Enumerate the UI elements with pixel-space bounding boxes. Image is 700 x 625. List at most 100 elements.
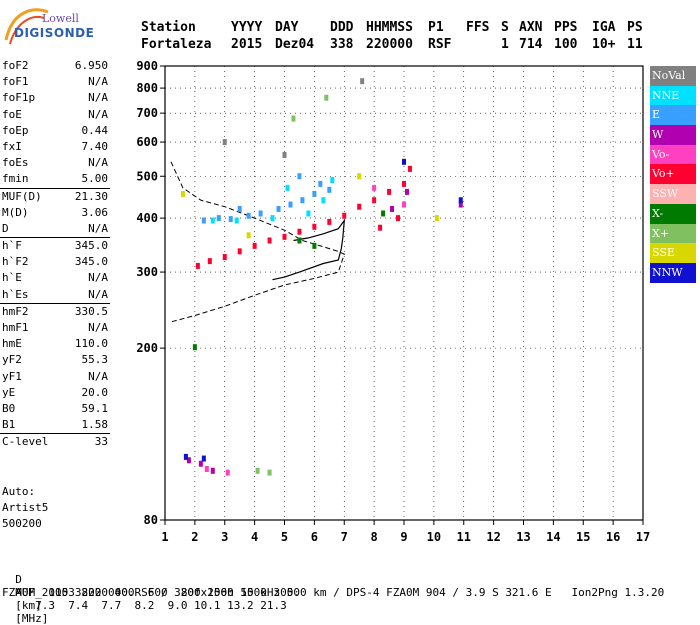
parameter-row: C-level 33 (0, 434, 112, 450)
y-tick-label: 200 (136, 341, 158, 355)
data-point (378, 224, 383, 231)
parameter-value: N/A (88, 91, 108, 105)
parameter-name: hmE (2, 337, 22, 351)
x-tick-label: 8 (371, 530, 378, 544)
autoscaling-version: 500200 (2, 517, 42, 530)
data-point (396, 215, 401, 222)
parameter-name: foF1 (2, 75, 29, 89)
data-point (282, 151, 287, 158)
data-point (297, 173, 302, 180)
header-label: HHMMSS (366, 20, 413, 35)
header-label: S (501, 20, 509, 35)
parameter-value: N/A (88, 271, 108, 285)
data-point (357, 203, 362, 210)
parameter-value: 55.3 (81, 353, 109, 367)
parameter-row: hmF1 N/A (0, 320, 112, 336)
data-point (297, 237, 302, 244)
parameter-row: M(D) 3.06 (0, 205, 112, 221)
parameter-row: foF2 6.950 (0, 58, 112, 74)
parameter-row: foF1p N/A (0, 90, 112, 106)
parameter-row: yE 20.0 (0, 385, 112, 401)
x-tick-label: 6 (311, 530, 318, 544)
data-point (327, 186, 332, 193)
parameter-value: N/A (88, 287, 108, 301)
data-point (312, 190, 317, 197)
data-point (237, 248, 242, 255)
header-value: 11 (627, 37, 643, 52)
parameter-name: MUF(D) (2, 189, 42, 203)
data-point (207, 258, 212, 265)
y-tick-label: 900 (136, 59, 158, 73)
data-point (288, 201, 293, 208)
data-point (201, 217, 206, 224)
header-label: YYYY (231, 20, 263, 35)
parameter-row: fxI 7.40 (0, 139, 112, 155)
parameter-row: h`Es N/A (0, 287, 112, 303)
parameter-name: h`E (2, 271, 22, 285)
legend-entry: NoVal (650, 66, 696, 86)
parameter-value: 0.44 (81, 123, 109, 137)
scaled-parameters-panel: foF2 6.950 foF1 N/A foF1p N/A foE N/A foEp 0.44 fx… (0, 58, 112, 451)
parameter-row: foF1 N/A (0, 74, 112, 90)
parameter-row: hmF2 330.5 (0, 304, 112, 320)
parameter-row: h`F 345.0 (0, 238, 112, 254)
data-point (198, 460, 203, 467)
header-value: 1 (501, 37, 509, 52)
header-label: DDD (330, 20, 354, 35)
parameter-name: foF2 (2, 59, 29, 72)
parameter-row: fmin 5.00 (0, 171, 112, 187)
station-header: Station YYYY DAY DDD HHMMSS P1 FFS S AXN… (141, 19, 643, 444)
parameter-value: 345.0 (74, 255, 108, 269)
data-point (228, 216, 233, 223)
y-tick-label: 500 (136, 169, 158, 183)
header-value: 10+ (592, 37, 616, 52)
parameter-name: B1 (2, 418, 16, 432)
parameter-value: N/A (88, 321, 108, 334)
data-point (291, 115, 296, 122)
ionogram-chart: 1 2 3 4 5 6 7 8 9 10 11 12 13 14 15 16 17802003004005006… (136, 59, 650, 544)
parameter-row: MUF(D) 21.30 (0, 189, 112, 205)
auto-label: Auto: (2, 485, 36, 498)
data-point (267, 237, 272, 244)
header-value: 714 (519, 37, 543, 52)
data-point (327, 218, 332, 225)
x-tick-label: 7 (341, 530, 348, 544)
logo-swoosh-icon (4, 8, 49, 45)
parameter-row: h`E N/A (0, 270, 112, 286)
data-point (312, 242, 317, 249)
header-value: 100 (554, 37, 578, 52)
data-point (192, 344, 197, 351)
legend-entry: X+ (650, 223, 696, 244)
parameter-name: D (2, 221, 9, 235)
data-point (321, 197, 326, 204)
header-value: 338 (330, 37, 354, 52)
header-value: Fortaleza (141, 37, 212, 52)
parameter-row: B1 1.58 (0, 417, 112, 433)
header-label: P1 (428, 20, 444, 35)
distance-label: D (15, 573, 22, 586)
legend-entry: E (650, 105, 696, 126)
data-point (407, 165, 412, 172)
parameter-row: foE N/A (0, 107, 112, 123)
data-point (258, 210, 263, 217)
parameter-value: 3.06 (81, 205, 109, 219)
parameter-name: M(D) (2, 205, 29, 219)
legend-entry: Vo+ (650, 164, 696, 185)
data-point (402, 201, 406, 208)
data-point (330, 177, 335, 184)
parameter-value: N/A (88, 369, 108, 383)
data-point (342, 212, 347, 219)
parameter-row: hmE 110.0 (0, 336, 112, 352)
data-point (210, 217, 215, 224)
parameter-name: C-level (2, 435, 49, 449)
data-point (180, 190, 185, 197)
profile-dashed-line (170, 161, 345, 323)
data-point (402, 158, 406, 165)
parameter-name: foF1p (2, 91, 36, 105)
parameter-name: h`F2 (2, 255, 29, 269)
parameter-row: yF2 55.3 (0, 352, 112, 368)
parameter-value: 345.0 (74, 239, 108, 253)
y-tick-label: 700 (136, 106, 158, 120)
parameter-value: 20.0 (81, 385, 109, 399)
autoscaling-program: Artist5 (2, 501, 49, 514)
